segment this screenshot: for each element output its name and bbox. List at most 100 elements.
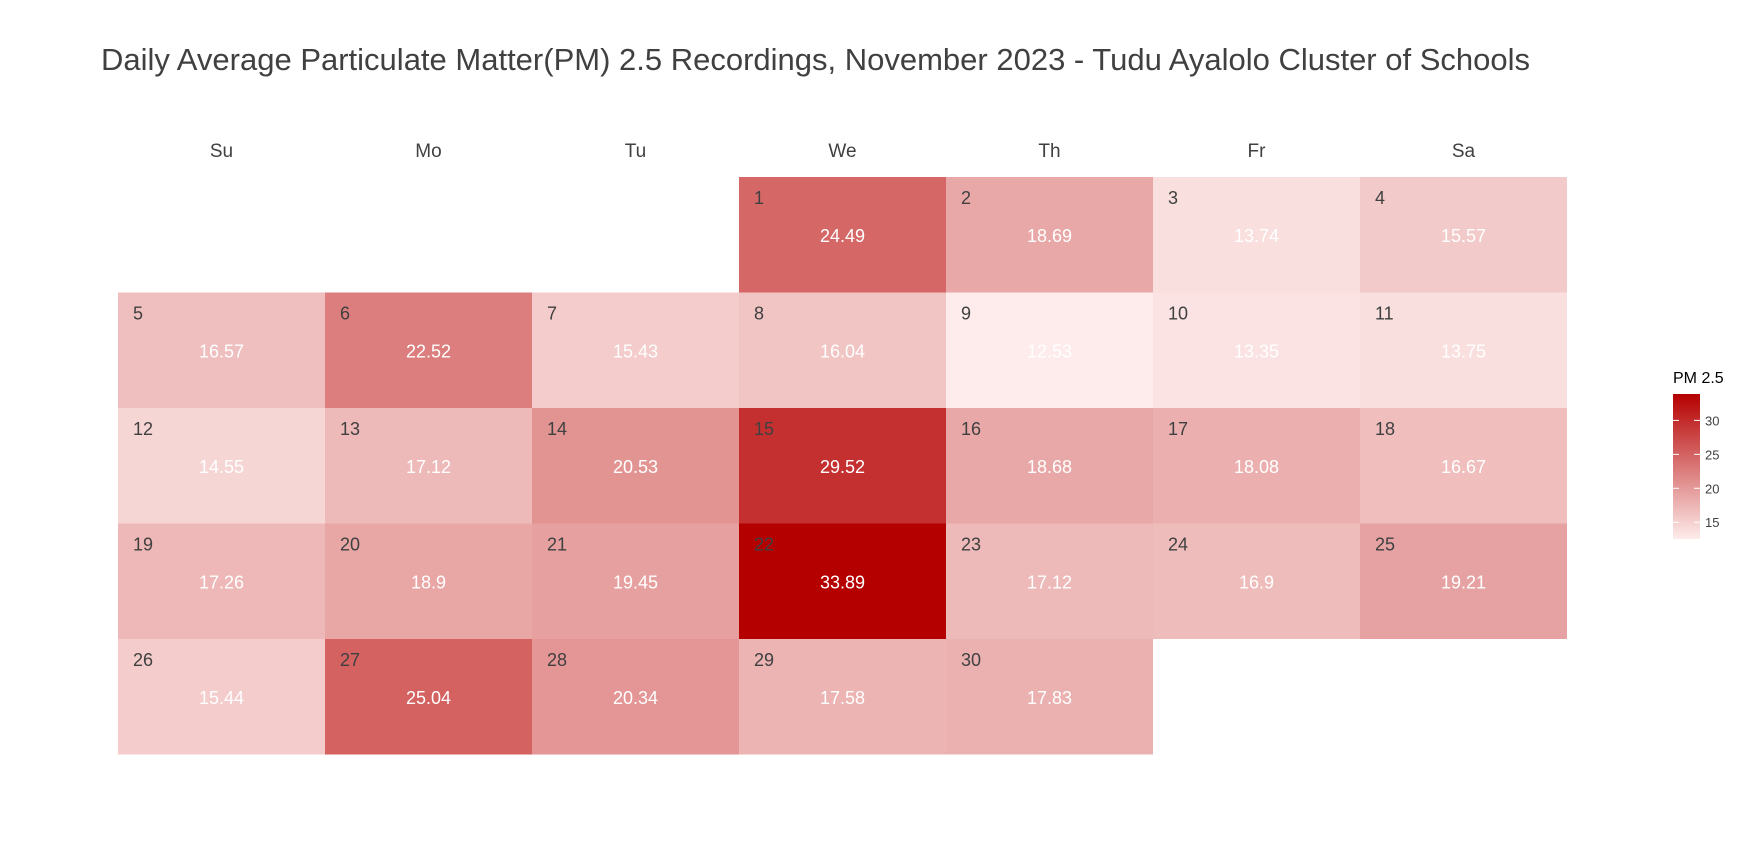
pm-value-label: 17.83	[1027, 688, 1072, 708]
day-number: 5	[133, 304, 143, 324]
day-cell: 11 13.75	[1360, 292, 1567, 408]
weekday-label: Fr	[1248, 141, 1267, 162]
day-number: 17	[1168, 419, 1188, 439]
pm-value-label: 15.43	[613, 341, 658, 361]
weekday-label: Th	[1038, 141, 1060, 162]
day-cell-fill	[946, 408, 1153, 524]
day-number: 21	[547, 535, 567, 555]
day-number: 20	[340, 535, 360, 555]
day-cell-fill	[739, 523, 946, 639]
day-number: 26	[133, 650, 153, 670]
legend-tick-label: 30	[1705, 413, 1719, 428]
day-number: 10	[1168, 304, 1188, 324]
pm-value-label: 29.52	[820, 457, 865, 477]
day-cell-fill	[325, 408, 532, 524]
day-cell: 415.57	[1360, 177, 1567, 293]
day-cell-fill	[1153, 292, 1360, 408]
day-cell: 21 19.45	[532, 523, 739, 639]
day-cell-fill	[325, 639, 532, 755]
pm-value-label: 16.9	[1239, 572, 1274, 592]
day-number: 23	[961, 535, 981, 555]
pm-value-label: 15.44	[199, 688, 244, 708]
day-number: 30	[961, 650, 981, 670]
pm-value-label: 13.74	[1234, 226, 1279, 246]
chart-title: Daily Average Particulate Matter(PM) 2.5…	[101, 42, 1530, 77]
pm-value-label: 16.57	[199, 341, 244, 361]
weekday-label: We	[828, 141, 856, 162]
day-cell-fill	[532, 292, 739, 408]
day-cell-fill	[739, 292, 946, 408]
day-cell: 12 14.55	[118, 408, 325, 524]
day-cell: 10 13.35	[1153, 292, 1360, 408]
day-cell-fill	[325, 292, 532, 408]
pm-value-label: 18.9	[411, 572, 446, 592]
weekday-label: Tu	[625, 141, 646, 162]
pm-value-label: 16.67	[1441, 457, 1486, 477]
pm-value-label: 19.21	[1441, 572, 1486, 592]
day-number: 27	[340, 650, 360, 670]
day-cell: 22 33.89	[739, 523, 946, 639]
color-legend: 15 20 25 30	[1673, 394, 1719, 539]
day-number: 13	[340, 419, 360, 439]
day-cell: 23 17.12	[946, 523, 1153, 639]
day-number: 15	[754, 419, 774, 439]
day-cell: 20 18.9	[325, 523, 532, 639]
day-cell-fill	[532, 639, 739, 755]
day-cell-fill	[1153, 408, 1360, 524]
pm-value-label: 19.45	[613, 572, 658, 592]
day-number: 19	[133, 535, 153, 555]
day-number: 3	[1168, 188, 1178, 208]
day-cell-fill	[946, 639, 1153, 755]
day-cell: 14 20.53	[532, 408, 739, 524]
day-number: 11	[1375, 304, 1394, 324]
pm-value-label: 14.55	[199, 457, 244, 477]
day-cell: 816.04	[739, 292, 946, 408]
day-cell: 30 17.83	[946, 639, 1153, 755]
day-cell-fill	[118, 639, 325, 755]
day-cell: 16 18.68	[946, 408, 1153, 524]
day-cell-fill	[1360, 408, 1567, 524]
day-cell-fill	[532, 408, 739, 524]
pm-value-label: 16.04	[820, 341, 865, 361]
day-number: 22	[754, 535, 774, 555]
day-cell: 516.57	[118, 292, 325, 408]
legend-colorbar	[1673, 394, 1700, 539]
day-cell: 17 18.08	[1153, 408, 1360, 524]
legend-title: PM 2.5	[1673, 370, 1724, 387]
day-number: 29	[754, 650, 774, 670]
legend-tick-label: 15	[1705, 515, 1719, 530]
day-number: 24	[1168, 535, 1188, 555]
day-cell: 313.74	[1153, 177, 1360, 293]
pm-value-label: 13.35	[1234, 341, 1279, 361]
pm-value-label: 18.68	[1027, 457, 1072, 477]
weekday-headers: Su Mo Tu We Th Fr Sa	[210, 141, 1476, 162]
day-cell: 15 29.52	[739, 408, 946, 524]
day-number: 14	[547, 419, 567, 439]
day-cell-fill	[946, 177, 1153, 293]
pm-value-label: 12.53	[1027, 341, 1072, 361]
weekday-label: Su	[210, 141, 233, 162]
day-cell-fill	[739, 408, 946, 524]
pm-value-label: 24.49	[820, 226, 865, 246]
day-number: 6	[340, 304, 350, 324]
day-number: 28	[547, 650, 567, 670]
day-cell: 124.49	[739, 177, 946, 293]
pm-value-label: 13.75	[1441, 341, 1486, 361]
day-number: 16	[961, 419, 981, 439]
day-cell-fill	[532, 523, 739, 639]
day-cell-fill	[325, 523, 532, 639]
weekday-label: Mo	[415, 141, 441, 162]
day-number: 7	[547, 304, 557, 324]
pm-value-label: 33.89	[820, 572, 865, 592]
pm-value-label: 20.34	[613, 688, 658, 708]
day-cell: 25 19.21	[1360, 523, 1567, 639]
day-number: 25	[1375, 535, 1395, 555]
day-cell: 28 20.34	[532, 639, 739, 755]
pm-value-label: 17.58	[820, 688, 865, 708]
day-number: 4	[1375, 188, 1385, 208]
day-number: 12	[133, 419, 153, 439]
day-cell: 19 17.26	[118, 523, 325, 639]
pm-value-label: 20.53	[613, 457, 658, 477]
calendar-cells: 124.49218.69313.74415.57516.57622.52715.…	[118, 177, 1567, 755]
day-cell-fill	[739, 177, 946, 293]
